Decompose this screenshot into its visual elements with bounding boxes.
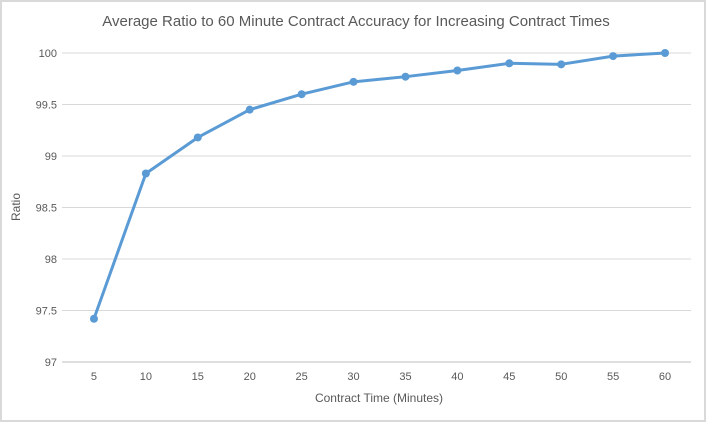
x-tick-label: 40 xyxy=(451,371,463,383)
data-point-marker xyxy=(661,49,670,57)
gridlines xyxy=(62,52,691,363)
x-tick-label: 30 xyxy=(347,371,359,383)
x-tick-label: 25 xyxy=(296,371,308,383)
x-tick-label: 20 xyxy=(244,371,256,383)
data-point-marker xyxy=(349,77,358,86)
data-point-marker xyxy=(193,133,202,142)
data-point-marker xyxy=(245,105,254,114)
data-point-marker xyxy=(141,169,150,178)
y-tick-label: 98.5 xyxy=(36,203,57,215)
data-point-marker xyxy=(609,52,618,61)
data-point-markers xyxy=(89,49,670,323)
data-point-marker xyxy=(453,66,462,75)
data-point-marker xyxy=(557,60,566,69)
y-tick-label: 99 xyxy=(45,151,57,163)
data-point-marker xyxy=(505,59,514,68)
x-tick-label: 45 xyxy=(503,371,515,383)
x-tick-label: 55 xyxy=(607,371,619,383)
data-point-marker xyxy=(297,90,306,99)
x-tick-label: 10 xyxy=(140,371,152,383)
y-tick-label: 99.5 xyxy=(36,100,57,112)
y-tick-label: 97.5 xyxy=(36,306,57,318)
y-tick-label: 100 xyxy=(39,48,57,60)
x-axis-title: Contract Time (Minutes) xyxy=(315,391,443,405)
x-tick-label: 15 xyxy=(192,371,204,383)
y-axis-title: Ratio xyxy=(9,193,23,221)
x-tick-label: 50 xyxy=(555,371,567,383)
x-tick-label: 5 xyxy=(91,371,97,383)
y-axis-tick-labels: 97 97.5 98 98.5 99 99.5 100 xyxy=(36,48,57,369)
y-tick-label: 97 xyxy=(45,357,57,369)
x-axis-tick-labels: 5 10 15 20 25 30 35 40 45 50 55 60 xyxy=(91,371,671,383)
x-tick-label: 60 xyxy=(659,371,671,383)
data-point-marker xyxy=(89,314,98,323)
data-point-marker xyxy=(401,72,410,81)
x-tick-label: 35 xyxy=(399,371,411,383)
y-tick-label: 98 xyxy=(45,254,57,266)
chart-title: Average Ratio to 60 Minute Contract Accu… xyxy=(102,13,609,30)
line-series xyxy=(92,51,667,321)
